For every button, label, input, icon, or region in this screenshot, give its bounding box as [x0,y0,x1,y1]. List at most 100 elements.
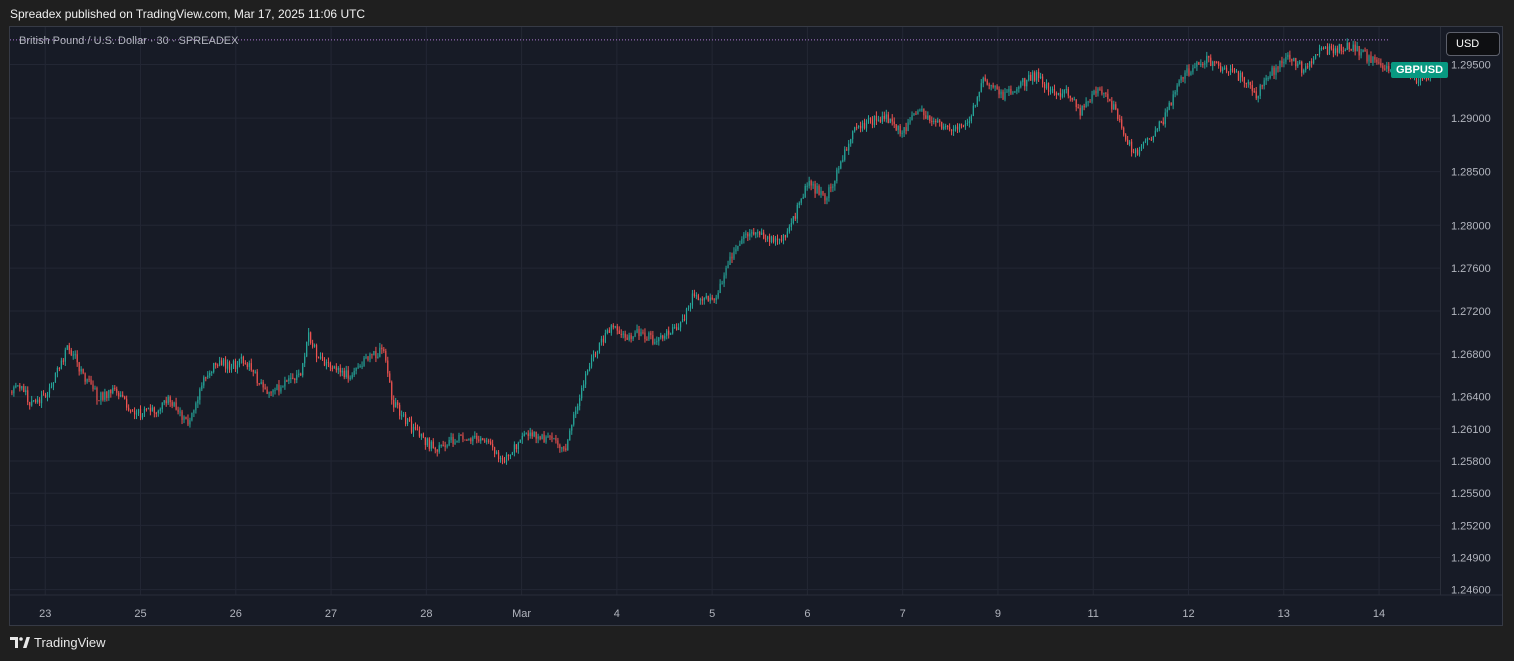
candle-body [470,438,472,442]
candle-down [753,228,755,236]
candle-up [533,431,535,438]
candle-up [1144,138,1147,144]
candle-body [905,127,907,131]
candle-body [406,418,409,425]
candle-down [931,116,933,126]
chart-frame[interactable]: 1.24600 1.24900 1.25200 1.25500 1.25800 1.261… [9,26,1503,626]
candle-body [124,396,126,399]
candle-up [430,440,432,452]
candle-down [984,74,986,82]
candle-down [106,390,108,402]
x-tick-label: 4 [614,608,620,620]
candle-up [681,314,684,323]
candle-down [393,395,395,412]
tradingview-logo[interactable]: TradingView [10,635,106,650]
candle-body [935,120,937,123]
candle-body [780,239,783,241]
candle-body [25,390,27,393]
candle-down [650,330,652,340]
candle-body [331,367,333,369]
candle-down [780,235,783,243]
candle-body [616,326,618,331]
candle-up [1004,88,1006,102]
candle-body [230,366,233,370]
candle-down [535,431,537,444]
candle-body [577,406,579,411]
candle-body [1140,145,1143,150]
candle-down [856,123,858,131]
candle-up [112,385,114,395]
candle-down [824,192,826,205]
candle-body [1144,140,1147,143]
candle-up [952,125,955,136]
candle-body [549,436,551,438]
candle-body [1045,82,1048,89]
candle-body [1166,109,1168,113]
candle-down [1071,97,1073,102]
candle-down [88,375,90,383]
candle-up [640,328,642,337]
candle-body [887,114,889,123]
candle-body [869,118,872,120]
candle-down [44,392,47,398]
candlestick-chart[interactable]: 1.24600 1.24900 1.25200 1.25500 1.25800 1.261… [10,27,1502,625]
candle-body [610,325,612,333]
candle-down [490,438,492,446]
candle-body [1156,128,1158,131]
candle-up [1184,70,1186,84]
candle-body [191,412,193,421]
candle-body [622,333,624,335]
candle-down [1225,65,1228,74]
candle-body [339,367,341,373]
candle-body [62,360,64,362]
candle-up [1297,61,1299,68]
candle-body [1020,82,1022,87]
candle-body [1370,55,1372,63]
candle-down [668,326,670,339]
candle-body [834,180,836,187]
candle-up [274,387,276,395]
candle-body [1241,72,1243,78]
candle-down [879,116,881,124]
candle-down [1350,48,1352,52]
candle-body [436,449,438,452]
candle-down [1024,77,1026,91]
candle-up [1265,74,1267,85]
candle-down [1249,81,1251,89]
candle-body [937,120,939,123]
candle-up [282,385,284,388]
candle-up [260,379,262,385]
candle-down [122,391,124,398]
candle-up [505,452,508,465]
candle-up [654,338,656,345]
candle-body [1103,92,1105,94]
candle-body [579,398,581,407]
candle-body [369,354,371,360]
currency-button[interactable]: USD [1446,32,1500,56]
candle-up [313,343,316,348]
y-tick-label: 1.24900 [1451,552,1491,564]
candle-up [420,433,423,440]
candle-body [371,354,373,356]
candle-up [147,407,150,410]
candle-body [298,373,300,375]
candle-body [715,297,717,301]
candle-down [998,86,1000,99]
candle-body [221,360,223,366]
candle-up [881,111,883,125]
candle-down [1218,61,1220,69]
candle-body [381,347,383,350]
candle-up [1269,71,1271,80]
candle-body [846,149,848,151]
candle-body [626,337,628,340]
candle-down [676,323,678,331]
candle-down [507,454,510,461]
candle-up [600,335,603,346]
candle-body [1362,50,1364,53]
candle-up [761,228,763,235]
candle-down [82,368,84,375]
candle-body [602,338,605,343]
candle-body [1006,91,1008,93]
candle-body [1079,107,1081,116]
candle-up [1040,72,1042,80]
